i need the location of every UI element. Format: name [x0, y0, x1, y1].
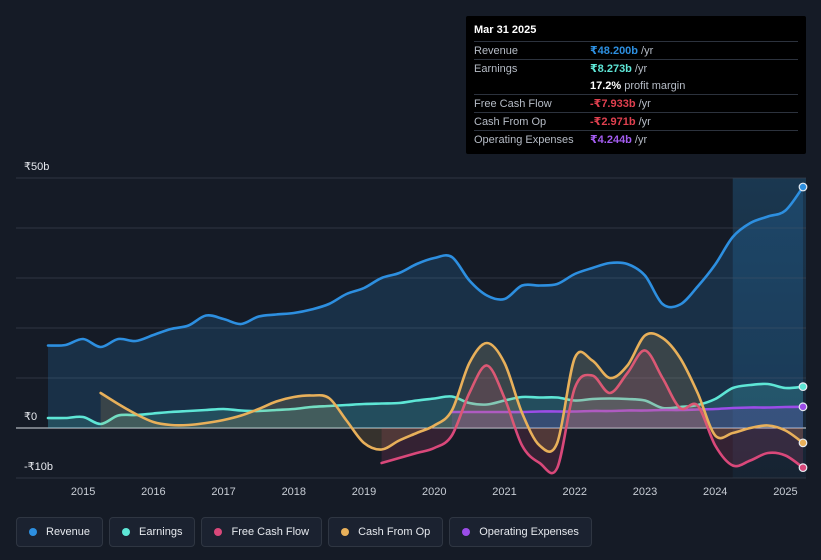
tooltip-row-unit: /yr — [638, 97, 651, 110]
earnings-endpoint — [798, 382, 808, 392]
tooltip-row-value: -₹7.933b — [590, 98, 636, 110]
cash-from-op-endpoint — [798, 438, 808, 448]
x-tick-label: 2018 — [282, 486, 306, 498]
tooltip-date: Mar 31 2025 — [474, 24, 537, 36]
y-tick-label: ₹50b — [24, 161, 49, 173]
tooltip-row-unit: /yr — [634, 133, 648, 146]
tooltip-row: Free Cash Flow -₹7.933b/yr — [474, 94, 798, 112]
legend-label: Cash From Op — [358, 526, 431, 538]
tooltip-row-value: -₹2.971b — [590, 116, 636, 128]
tooltip-row-value: 17.2% — [590, 79, 622, 92]
legend-dot-icon — [214, 528, 223, 536]
x-tick-label: 2017 — [211, 486, 235, 498]
legend-item-operating-expenses[interactable]: Operating Expenses — [449, 517, 592, 547]
legend-item-revenue[interactable]: Revenue — [16, 517, 104, 547]
x-tick-label: 2015 — [71, 486, 95, 498]
series-endpoints — [798, 182, 808, 473]
tooltip-row-unit: /yr — [634, 62, 648, 75]
x-tick-label: 2019 — [352, 486, 376, 498]
series-layer — [46, 185, 805, 475]
tooltip-row: Revenue ₹48.200b/yr — [474, 41, 798, 59]
free-cash-flow-area — [381, 350, 803, 474]
x-tick-label: 2024 — [703, 486, 727, 498]
cash-from-op-area — [100, 333, 803, 452]
x-tick-label: 2016 — [141, 486, 165, 498]
tooltip-row-label: Cash From Op — [474, 115, 547, 128]
tooltip-panel: Mar 31 2025 Revenue ₹48.200b/yr Earnings ₹8… — [466, 16, 806, 154]
chart-area: ₹50b ₹0 -₹10b 2015 2016 2017 2018 2019 2020 2021… — [16, 161, 808, 498]
x-axis-labels: 2015 2016 2017 2018 2019 2020 2021 2022 2023 2024… — [71, 486, 798, 498]
legend-item-earnings[interactable]: Earnings — [109, 517, 196, 547]
free-cash-flow-line — [380, 349, 805, 475]
legend-dot-icon — [341, 528, 350, 536]
legend-label: Operating Expenses — [479, 526, 579, 538]
y-tick-label: ₹0 — [24, 411, 37, 423]
legend-dot-icon — [122, 528, 131, 536]
legend-label: Earnings — [139, 526, 183, 538]
tooltip-row: Operating Expenses ₹4.244b/yr — [474, 130, 798, 148]
legend-label: Revenue — [46, 526, 91, 538]
operating-expenses-endpoint — [798, 402, 808, 412]
x-tick-label: 2020 — [422, 486, 446, 498]
tooltip-row-value: ₹48.200b — [590, 45, 639, 57]
tooltip-row-label: Revenue — [474, 44, 519, 57]
grid-lines — [16, 177, 806, 479]
legend-dot-icon — [29, 528, 37, 536]
revenue-area — [48, 187, 803, 428]
free-cash-flow-endpoint — [798, 463, 808, 473]
x-tick-label: 2021 — [492, 486, 516, 498]
legend-dot-icon — [462, 528, 471, 536]
y-tick-label: -₹10b — [24, 461, 53, 473]
x-tick-label: 2022 — [563, 486, 587, 498]
revenue-endpoint — [798, 182, 808, 192]
legend-item-cash-from-op[interactable]: Cash From Op — [328, 517, 444, 547]
revenue-line — [46, 185, 805, 349]
tooltip-row-value: ₹4.244b — [590, 134, 632, 146]
tooltip-row-value: ₹8.273b — [590, 63, 632, 75]
tooltip-row: Cash From Op -₹2.971b/yr — [474, 112, 798, 130]
tooltip-row-unit: /yr — [638, 115, 651, 128]
y-axis-labels: ₹50b ₹0 -₹10b — [24, 161, 53, 473]
tooltip-row: Earnings ₹8.273b/yr — [474, 59, 798, 77]
legend-item-free-cash-flow[interactable]: Free Cash Flow — [201, 517, 323, 547]
tooltip-row-label: Operating Expenses — [474, 133, 574, 146]
chart-legend: Revenue Earnings Free Cash Flow Cash From O… — [16, 517, 592, 547]
tooltip-row-label: Earnings — [474, 62, 518, 75]
tooltip-row-label: Free Cash Flow — [474, 97, 552, 110]
legend-label: Free Cash Flow — [231, 526, 310, 538]
tooltip-row-unit: profit margin — [624, 79, 686, 92]
tooltip-row-unit: /yr — [641, 44, 654, 57]
cash-from-op-line — [99, 331, 805, 453]
x-tick-label: 2025 — [773, 486, 797, 498]
tooltip-row: 17.2% profit margin — [474, 77, 798, 94]
x-tick-label: 2023 — [633, 486, 657, 498]
